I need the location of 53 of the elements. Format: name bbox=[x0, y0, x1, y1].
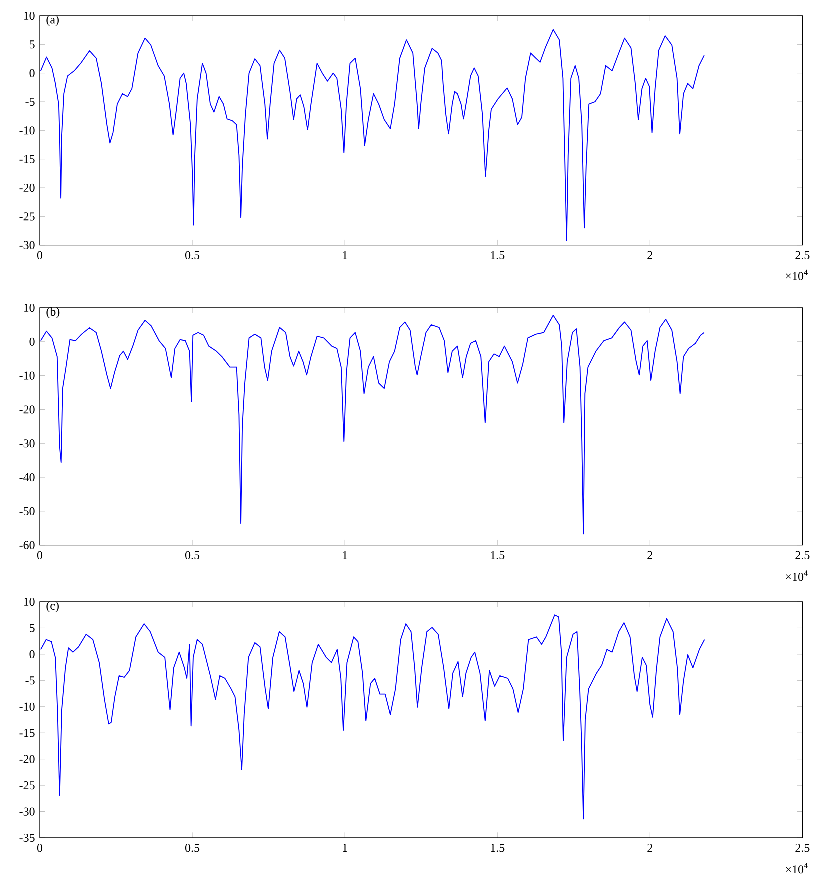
x-tick-label: 1.5 bbox=[491, 844, 505, 852]
y-tick-label: -50 bbox=[20, 507, 35, 516]
x-tick-label: 0.5 bbox=[185, 251, 200, 260]
x-tick-label: 1.5 bbox=[491, 551, 505, 560]
x-tick-label: 1 bbox=[343, 551, 348, 560]
x-tick-label: 0 bbox=[37, 551, 43, 560]
x-tick-label: 2.5 bbox=[796, 551, 810, 560]
y-tick-label: -20 bbox=[20, 184, 35, 192]
x-tick-label: 2.5 bbox=[796, 251, 810, 260]
x-tick-label: 0.5 bbox=[185, 551, 200, 560]
x-tick-label: 2.5 bbox=[796, 844, 810, 852]
y-tick-label: -25 bbox=[20, 782, 35, 790]
y-tick-label: -30 bbox=[20, 808, 35, 816]
y-tick-label: -30 bbox=[20, 241, 35, 250]
y-tick-label: 5 bbox=[30, 624, 35, 632]
y-tick-label: -10 bbox=[20, 126, 35, 135]
x-tick-label: 1 bbox=[343, 251, 348, 260]
x-tick-label: 0 bbox=[37, 251, 43, 260]
y-tick-label: -20 bbox=[20, 755, 35, 764]
line-series bbox=[40, 614, 706, 820]
text: ×10$^{4}$ bbox=[786, 270, 808, 280]
x-tick-label: 2 bbox=[648, 251, 652, 260]
y-tick-label: 0 bbox=[30, 338, 35, 346]
y-tick-label: -15 bbox=[20, 729, 35, 738]
text: ×10$^{4}$ bbox=[786, 863, 808, 874]
y-tick-label: -40 bbox=[20, 473, 35, 482]
chart-title: (b) bbox=[46, 308, 60, 318]
y-tick-label: -5 bbox=[26, 676, 35, 685]
y-tick-label: -20 bbox=[20, 406, 35, 414]
y-tick-label: 5 bbox=[30, 40, 35, 49]
y-tick-label: 10 bbox=[24, 304, 35, 312]
x-tick-label: 1 bbox=[343, 844, 348, 852]
x-tick-label: 0 bbox=[37, 844, 43, 852]
y-tick-label: -25 bbox=[20, 212, 35, 221]
y-tick-label: 0 bbox=[30, 650, 35, 658]
line-series bbox=[40, 29, 705, 242]
y-tick-label: 0 bbox=[30, 69, 35, 78]
x-tick-label: 0.5 bbox=[185, 844, 200, 852]
y-tick-label: -60 bbox=[20, 541, 35, 550]
y-tick-label: 10 bbox=[24, 12, 35, 20]
x-tick-label: 1.5 bbox=[491, 251, 505, 260]
y-tick-label: -10 bbox=[20, 372, 35, 380]
text: ×10$^{4}$ bbox=[786, 570, 808, 582]
y-tick-label: -10 bbox=[20, 702, 35, 711]
y-tick-label: -30 bbox=[20, 440, 35, 448]
chart-title: (a) bbox=[46, 15, 59, 26]
y-tick-label: -15 bbox=[20, 155, 35, 164]
y-tick-label: -5 bbox=[26, 98, 35, 106]
chart-title: (c) bbox=[46, 602, 59, 612]
y-tick-label: 10 bbox=[24, 598, 35, 606]
y-tick-label: -35 bbox=[20, 834, 35, 842]
x-tick-label: 2 bbox=[648, 551, 652, 560]
x-tick-label: 2 bbox=[648, 844, 652, 852]
